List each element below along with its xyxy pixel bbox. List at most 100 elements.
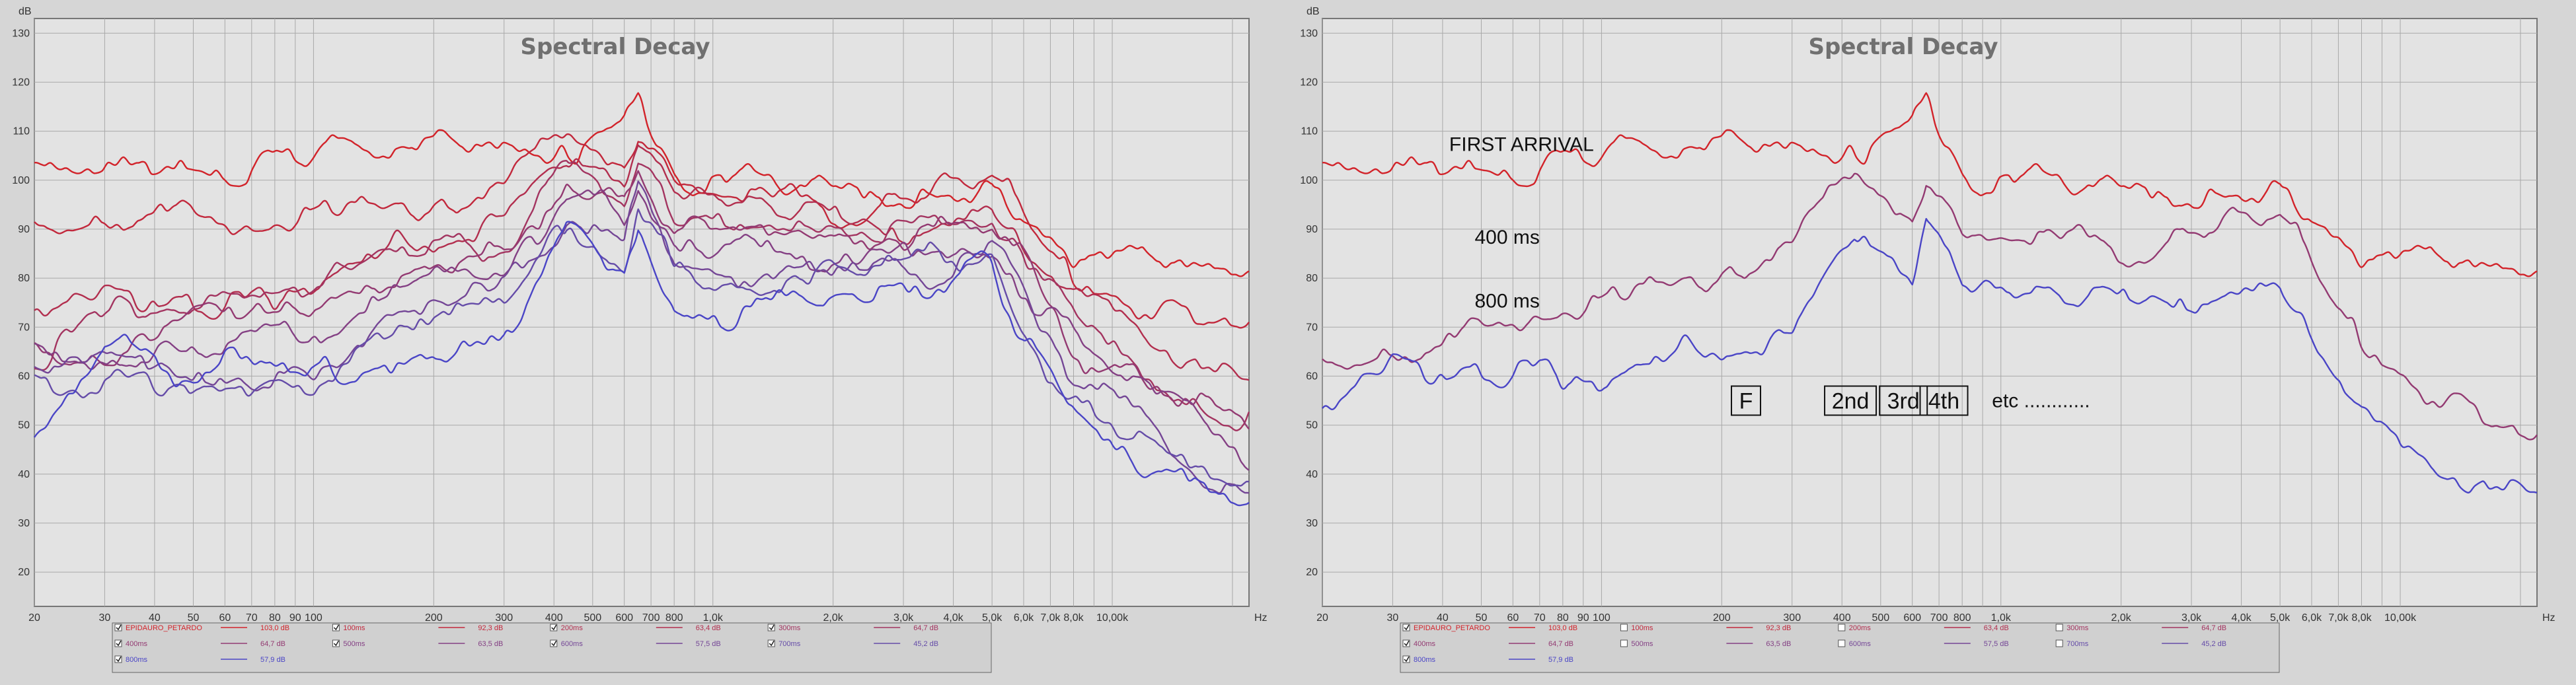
y-tick-label: 80 — [18, 273, 30, 284]
x-tick-label: 6,0k — [2302, 612, 2322, 624]
y-tick-label: 30 — [18, 518, 30, 529]
annotation-label: FIRST ARRIVAL — [1449, 133, 1594, 155]
x-tick-label: 300 — [1783, 612, 1801, 624]
y-tick-label: 70 — [18, 322, 30, 333]
x-tick-label: 10,00k — [2384, 612, 2417, 624]
y-tick-label: 20 — [1306, 567, 1318, 578]
series-line — [1322, 218, 2538, 494]
legend-entry-name: EPIDAURO_PETARDO — [1414, 624, 1490, 632]
x-tick-label: 1,0k — [703, 612, 724, 624]
x-tick-label: 500 — [1872, 612, 1889, 624]
legend-entry-name: 800ms — [1414, 656, 1436, 664]
legend-entry-name: 500ms — [1631, 640, 1653, 648]
y-tick-label: 20 — [18, 567, 30, 578]
x-tick-label: 8,0k — [2351, 612, 2372, 624]
legend-entry-level: 63,5 dB — [1766, 640, 1791, 648]
x-tick-label: 400 — [1833, 612, 1851, 624]
y-tick-label: 40 — [1306, 469, 1318, 480]
legend-entry-name: 700ms — [778, 640, 801, 648]
x-tick-label: 2,0k — [823, 612, 844, 624]
legend-entry-name: 600ms — [561, 640, 584, 648]
legend-checkbox — [550, 639, 558, 647]
y-tick-label: 100 — [12, 175, 30, 186]
x-tick-label: 7,0k — [1040, 612, 1061, 624]
legend-entry-name: 400ms — [1414, 640, 1436, 648]
series-line — [34, 133, 1250, 329]
legend-checkbox — [114, 624, 122, 631]
legend-check-mark — [769, 640, 775, 647]
legend-entry-level: 92,3 dB — [478, 624, 503, 632]
legend-check-mark — [1404, 624, 1410, 631]
x-tick-label: 6,0k — [1014, 612, 1034, 624]
legend-checkbox — [332, 624, 340, 631]
x-tick-label: 1,0k — [1991, 612, 2012, 624]
legend-entry-level: 63,4 dB — [696, 624, 721, 632]
legend-entry-name: 200ms — [561, 624, 584, 632]
series-line — [34, 144, 1250, 381]
legend-entry-level: 57,9 dB — [1548, 656, 1573, 664]
legend-check-mark — [1404, 656, 1410, 663]
x-tick-label: 50 — [188, 612, 200, 624]
legend-checkbox — [1620, 624, 1628, 631]
y-tick-label: 120 — [12, 77, 30, 88]
x-tick-label: 800 — [665, 612, 683, 624]
x-tick-label: 3,0k — [2181, 612, 2202, 624]
grid — [34, 18, 1249, 606]
annotation-label: 800 ms — [1474, 291, 1539, 312]
boxed-label-frame — [1919, 385, 1969, 416]
legend-checkbox — [2055, 639, 2063, 647]
legend: EPIDAURO_PETARDO 103,0 dB 100ms 92,3 dB 200m… — [112, 622, 992, 673]
legend-entry-name: 600ms — [1849, 640, 1872, 648]
x-tick-label: 40 — [1437, 612, 1449, 624]
y-tick-label: 60 — [1306, 371, 1318, 382]
plot-area — [34, 18, 1250, 607]
x-tick-label: 700 — [642, 612, 660, 624]
y-tick-label: 50 — [1306, 420, 1318, 431]
y-tick-label: 70 — [1306, 322, 1318, 333]
x-tick-label: 40 — [149, 612, 161, 624]
legend-checkbox — [1402, 639, 1410, 647]
y-tick-label: 40 — [18, 469, 30, 480]
legend-entry-name: 200ms — [1849, 624, 1872, 632]
series-group — [1322, 92, 2538, 494]
x-tick-label: 100 — [1593, 612, 1610, 624]
legend-entry-name: 300ms — [778, 624, 801, 632]
x-tick-label: 400 — [545, 612, 563, 624]
legend-entry-level: 64,7 dB — [2201, 624, 2226, 632]
x-tick-label: 80 — [1557, 612, 1569, 624]
legend-entry-level: 45,2 dB — [2201, 640, 2226, 648]
legend-checkbox — [1838, 639, 1846, 647]
legend-entry-level: 57,5 dB — [1984, 640, 2009, 648]
y-tick-label: 130 — [12, 28, 30, 39]
legend-check-mark — [769, 624, 775, 631]
legend-check-mark — [333, 640, 340, 647]
x-tick-label: 10,00k — [1096, 612, 1129, 624]
x-tick-label: 30 — [99, 612, 111, 624]
series-line — [34, 189, 1250, 471]
boxed-label: 3rd — [1887, 389, 1920, 414]
annotation-label: 400 ms — [1474, 227, 1539, 248]
legend: EPIDAURO_PETARDO 103,0 dB 100ms 92,3 dB 200m… — [1400, 622, 2280, 673]
x-tick-label: 90 — [1577, 612, 1589, 624]
series-line — [34, 170, 1250, 430]
series-line — [1322, 172, 2538, 441]
legend-entry-level: 103,0 dB — [1548, 624, 1577, 632]
x-tick-label: 800 — [1953, 612, 1971, 624]
legend-entry-level: 63,5 dB — [478, 640, 503, 648]
boxed-label-frame — [1731, 385, 1762, 416]
legend-entry-name: 300ms — [2066, 624, 2089, 632]
series-line — [1322, 92, 2538, 277]
series-line — [34, 92, 1250, 277]
x-tick-label: 4,0k — [943, 612, 964, 624]
x-tick-label: 20 — [28, 612, 40, 624]
boxed-label: 2nd — [1832, 389, 1870, 414]
legend-checkbox — [1838, 624, 1846, 631]
series-line — [34, 160, 1250, 431]
x-tick-label: 5,0k — [982, 612, 1003, 624]
legend-checkbox — [1620, 639, 1628, 647]
legend-checkbox — [114, 655, 122, 663]
spectral-decay-chart-right: 130 120 110 100 90 80 70 60 50 40 30 20 dB 20 30 40 50 60… — [1300, 6, 2556, 673]
x-axis-unit: Hz — [2542, 612, 2556, 624]
x-tick-label: 30 — [1387, 612, 1399, 624]
legend-checkbox — [550, 624, 558, 631]
